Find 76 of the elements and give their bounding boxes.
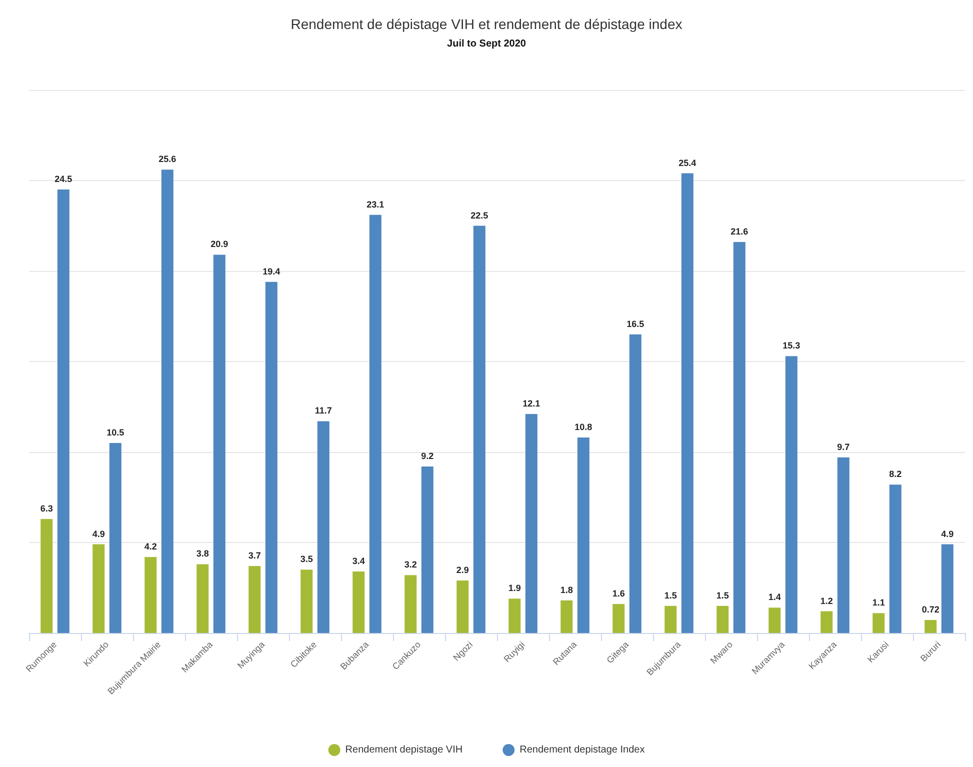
bar bbox=[837, 457, 850, 633]
bar bbox=[317, 421, 330, 633]
bar bbox=[525, 414, 538, 633]
bar bbox=[820, 611, 833, 633]
data-label: 9.7 bbox=[837, 442, 850, 452]
data-label: 21.6 bbox=[730, 226, 748, 237]
data-label: 3.2 bbox=[404, 560, 417, 570]
bar bbox=[456, 580, 469, 633]
bar bbox=[508, 598, 521, 633]
data-label: 1.9 bbox=[508, 583, 521, 594]
data-label: 15.3 bbox=[782, 340, 800, 351]
data-label: 11.7 bbox=[314, 406, 332, 416]
data-label: 8.2 bbox=[889, 469, 902, 480]
data-label: 10.5 bbox=[106, 427, 124, 438]
bar bbox=[924, 620, 937, 633]
data-label: 1.8 bbox=[560, 584, 573, 595]
bar bbox=[213, 254, 226, 633]
data-label: 25.6 bbox=[158, 154, 176, 164]
data-label: 1.5 bbox=[664, 590, 677, 600]
bar bbox=[300, 570, 313, 633]
bar bbox=[40, 518, 53, 633]
data-label: 4.2 bbox=[144, 541, 157, 552]
data-label: 25.4 bbox=[678, 158, 696, 168]
data-label: 2.9 bbox=[456, 565, 469, 576]
bar bbox=[144, 556, 157, 633]
data-label: 19.4 bbox=[262, 266, 280, 276]
data-label: 4.9 bbox=[92, 528, 105, 539]
data-label: 23.1 bbox=[366, 199, 384, 210]
data-label: 10.8 bbox=[574, 422, 592, 432]
bar bbox=[664, 606, 677, 633]
data-label: 3.4 bbox=[352, 556, 365, 566]
bar bbox=[941, 544, 954, 633]
data-label: 20.9 bbox=[210, 239, 228, 250]
data-label: 16.5 bbox=[626, 318, 644, 329]
legend-label: Rendement depistage Index bbox=[520, 744, 645, 756]
bar bbox=[716, 606, 729, 633]
bar bbox=[421, 466, 434, 633]
bar bbox=[404, 575, 417, 633]
data-label: 6.3 bbox=[40, 503, 53, 514]
legend-label: Rendement depistage VIH bbox=[345, 744, 463, 756]
bar bbox=[560, 600, 573, 633]
bar bbox=[352, 571, 365, 633]
data-label: 4.9 bbox=[941, 528, 954, 539]
bar bbox=[577, 438, 590, 633]
data-label: 0.72 bbox=[922, 604, 940, 614]
bar bbox=[889, 484, 902, 633]
bar bbox=[92, 544, 105, 633]
data-label: 3.5 bbox=[300, 554, 313, 564]
bar bbox=[57, 190, 70, 633]
bar bbox=[733, 242, 746, 633]
bar bbox=[681, 173, 694, 633]
data-label: 3.8 bbox=[196, 548, 209, 559]
bar bbox=[196, 564, 209, 633]
bar bbox=[265, 282, 278, 633]
data-label: 1.5 bbox=[716, 590, 729, 600]
data-label: 9.2 bbox=[421, 450, 434, 461]
data-label: 1.4 bbox=[768, 592, 781, 602]
data-label: 22.5 bbox=[470, 210, 488, 220]
bar bbox=[369, 214, 382, 633]
bar bbox=[872, 613, 885, 633]
data-label: 3.7 bbox=[248, 550, 261, 561]
bar bbox=[109, 442, 122, 633]
data-label: 1.1 bbox=[872, 598, 885, 608]
bar bbox=[612, 604, 625, 633]
bar bbox=[629, 334, 642, 633]
bar bbox=[473, 226, 486, 633]
bar bbox=[785, 356, 798, 633]
data-label: 24.5 bbox=[54, 174, 72, 184]
data-label: 12.1 bbox=[522, 398, 540, 408]
data-label: 1.2 bbox=[820, 596, 833, 606]
bar bbox=[768, 608, 781, 633]
chart-subtitle: Juil to Sept 2020 bbox=[447, 38, 526, 50]
chart-title: Rendement de dépistage VIH et rendement de dépistage index bbox=[290, 16, 682, 32]
bar bbox=[161, 170, 174, 633]
data-label: 1.6 bbox=[612, 588, 625, 599]
bar bbox=[248, 566, 261, 633]
